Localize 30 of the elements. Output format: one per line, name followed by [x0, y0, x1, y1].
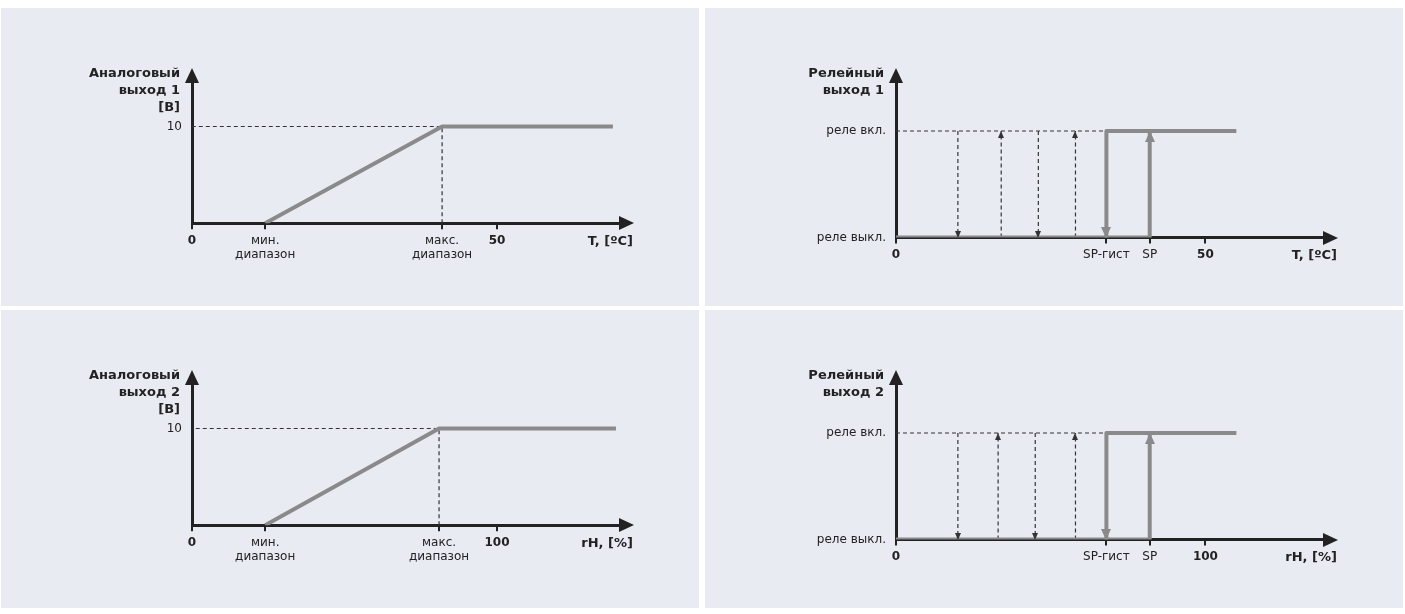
x-tick-label: мин. диапазон [235, 534, 296, 563]
x-tick-label: мин. диапазон [235, 232, 296, 261]
x-axis-title: T, [ºC] [1291, 247, 1337, 263]
text: реле выкл. [816, 531, 886, 546]
x-tick-label: 0 [187, 534, 197, 549]
x-tick-label: SP [1142, 548, 1158, 563]
text: 10 [166, 118, 182, 133]
y-axis-title: Аналоговый выход 1 [В] [88, 64, 180, 114]
y-axis-title: Аналоговый выход 2 [В] [88, 366, 180, 416]
x-tick-label: 50 [1197, 246, 1214, 261]
text: реле выкл. [816, 229, 886, 244]
x-axis-title: rH, [%] [1285, 549, 1337, 565]
y-axis-title: Релейный выход 2 [808, 366, 884, 399]
text: реле вкл. [826, 425, 886, 440]
x-tick-label: SP-гист [1083, 246, 1130, 261]
x-tick-label: 0 [891, 246, 901, 261]
x-tick-label: SP [1142, 246, 1158, 261]
x-tick-label: 50 [488, 232, 506, 247]
x-tick-label: макс. диапазон [408, 534, 470, 563]
x-axis-title: rH, [%] [581, 535, 633, 551]
text: реле вкл. [826, 123, 886, 138]
x-tick-label: SP-гист [1083, 548, 1130, 563]
x-tick-label: 100 [1192, 548, 1218, 563]
x-tick-label: макс. диапазон [411, 232, 473, 261]
text: 10 [166, 420, 182, 435]
x-tick-label: 0 [187, 232, 197, 247]
x-tick-label: 100 [484, 534, 510, 549]
y-axis-title: Релейный выход 1 [808, 64, 884, 97]
x-axis-title: T, [ºC] [587, 233, 633, 249]
x-tick-label: 0 [891, 548, 901, 563]
